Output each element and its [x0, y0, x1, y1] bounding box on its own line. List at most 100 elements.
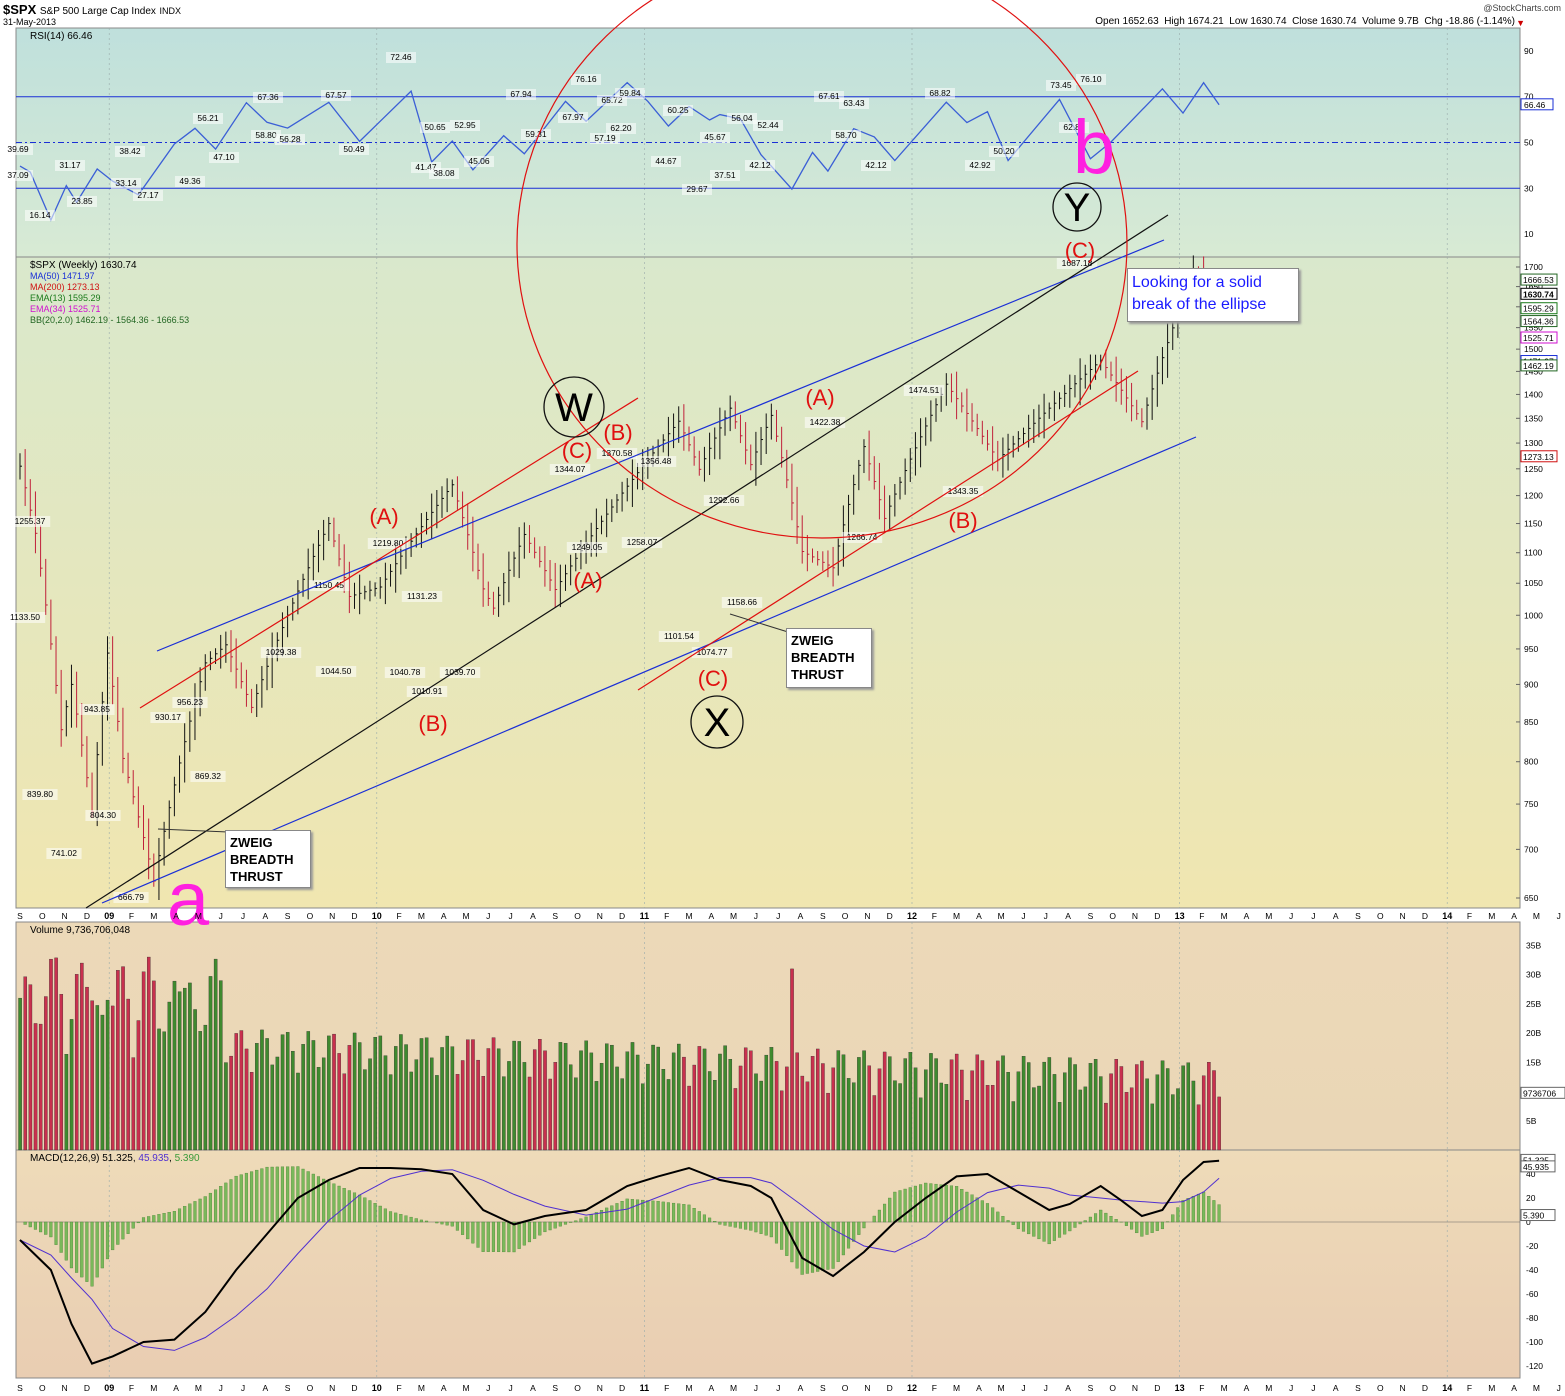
volume-bar	[1093, 1059, 1098, 1151]
price-right-label: 1564.36	[1523, 317, 1554, 327]
volume-bar	[116, 970, 120, 1151]
x-axis-top-tick: O	[39, 911, 46, 921]
macd-histogram-bar	[527, 1221, 532, 1243]
macd-histogram-bar	[1027, 1221, 1031, 1235]
macd-right-label: 5.390	[1523, 1211, 1545, 1221]
rsi-value-label-bg	[1076, 74, 1106, 85]
macd-histogram-bar	[1176, 1207, 1180, 1223]
x-axis-bottom-tick: S	[285, 1383, 291, 1393]
volume-bar	[1021, 1056, 1026, 1151]
volume-bar	[733, 1088, 738, 1151]
macd-histogram-bar	[322, 1178, 326, 1223]
x-axis-bottom-tick: M	[150, 1383, 157, 1393]
rsi-value-label: 42.12	[749, 160, 771, 170]
rsi-value-label-bg	[571, 74, 601, 85]
macd-histogram-bar	[1109, 1216, 1113, 1223]
volume-bar	[327, 1035, 331, 1151]
volume-bar	[749, 1050, 753, 1151]
volume-bar	[1099, 1076, 1103, 1151]
volume-bar	[1057, 1102, 1062, 1151]
macd-histogram-bar	[394, 1212, 398, 1223]
price-right-label: 1462.19	[1523, 361, 1554, 371]
volume-bar	[857, 1057, 861, 1151]
x-axis-bottom-tick: D	[351, 1383, 357, 1393]
macd-histogram-bar	[656, 1201, 660, 1223]
macd-histogram-bar	[846, 1221, 851, 1249]
volume-bar	[265, 1038, 269, 1151]
rsi-value-label-bg	[606, 123, 636, 134]
volume-bar	[105, 999, 110, 1151]
macd-histogram-bar	[214, 1189, 218, 1223]
price-y-tick: 700	[1524, 844, 1538, 854]
rsi-value-label-bg	[3, 144, 33, 155]
volume-bar	[28, 984, 33, 1151]
volume-bar	[574, 1077, 578, 1151]
macd-histogram-bar	[558, 1221, 562, 1227]
volume-bar	[502, 1076, 506, 1151]
x-axis-bottom-tick: M	[1488, 1383, 1495, 1393]
macd-histogram-bar	[352, 1192, 357, 1223]
volume-legend: Volume 9,736,706,048	[30, 925, 131, 936]
x-axis-top-tick: J	[1021, 911, 1025, 921]
x-axis-top-tick: A	[1244, 911, 1250, 921]
price-pivot-label: 1356.48	[641, 456, 672, 466]
macd-histogram-bar	[563, 1221, 568, 1225]
macd-histogram-bar	[996, 1211, 1000, 1223]
macd-histogram-bar	[1104, 1212, 1108, 1223]
volume-bar	[394, 1046, 398, 1151]
rsi-value-label-bg	[1059, 122, 1089, 133]
volume-bar	[352, 1032, 357, 1151]
x-axis-bottom-tick: A	[1065, 1383, 1071, 1393]
x-axis-bottom-tick: A	[708, 1383, 714, 1393]
macd-histogram-bar	[826, 1221, 830, 1270]
price-pivot-label-bg	[308, 580, 350, 591]
macd-histogram-bar	[666, 1202, 670, 1223]
rsi-value-label-bg	[133, 190, 163, 201]
macd-histogram-bar	[1160, 1221, 1164, 1230]
macd-histogram-bar	[985, 1203, 990, 1223]
volume-bar	[543, 1050, 547, 1151]
volume-bar	[1001, 1055, 1005, 1151]
macd-histogram-bar	[852, 1221, 856, 1242]
macd-histogram-bar	[167, 1212, 171, 1223]
macd-label: MACD(12,26,9)	[30, 1153, 100, 1164]
x-axis-top-tick: A	[798, 911, 804, 921]
macd-histogram-bar	[59, 1221, 63, 1253]
x-axis-top-tick: S	[285, 911, 291, 921]
x-axis-top-tick: S	[1355, 911, 1361, 921]
volume-bar	[33, 1023, 38, 1151]
rsi-value-label-bg	[3, 170, 33, 181]
macd-histogram-bar	[615, 1203, 619, 1223]
price-y-tick: 1350	[1524, 413, 1543, 423]
rsi-value-label-bg	[25, 210, 55, 221]
macd-histogram-bar	[363, 1197, 367, 1223]
volume-bar	[419, 1038, 424, 1151]
volume-bar	[59, 994, 64, 1151]
rsi-value-label-bg	[989, 146, 1019, 157]
macd-histogram-bar	[1207, 1196, 1211, 1223]
x-axis-bottom-tick: O	[39, 1383, 46, 1393]
macd-histogram-bar	[388, 1211, 393, 1223]
volume-bar	[126, 998, 130, 1151]
macd-histogram-bar	[419, 1219, 423, 1223]
volume-bar	[852, 1082, 856, 1151]
macd-histogram-bar	[409, 1216, 413, 1223]
price-pivot-label: 1010.91	[412, 686, 443, 696]
price-pivot-label: 1343.35	[948, 486, 979, 496]
macd-histogram-bar	[620, 1201, 624, 1223]
x-axis-top-tick: O	[1377, 911, 1384, 921]
macd-histogram-bar	[33, 1221, 37, 1230]
rsi-value-label-bg	[111, 178, 141, 189]
macd-histogram-bar	[599, 1210, 604, 1223]
macd-histogram-bar	[574, 1220, 578, 1223]
x-axis-top-tick: F	[1199, 911, 1204, 921]
x-axis-bottom-tick: 12	[907, 1383, 917, 1393]
rsi-value-label-bg	[115, 146, 145, 157]
volume-bar	[954, 1053, 959, 1151]
x-axis-bottom-tick: D	[887, 1383, 893, 1393]
volume-bar	[193, 1009, 197, 1151]
macd-histogram-bar	[862, 1221, 866, 1229]
rsi-value-label: 52.44	[757, 120, 779, 130]
macd-histogram-bar	[903, 1188, 907, 1223]
macd-histogram-bar	[610, 1205, 614, 1223]
